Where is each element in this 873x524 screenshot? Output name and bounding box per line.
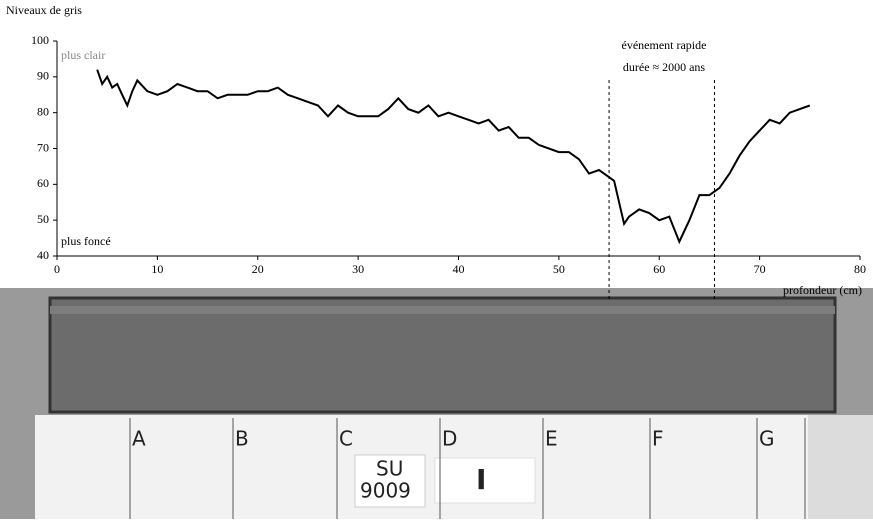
x-tick-label: 10 [151, 262, 163, 276]
tag-text: SU [376, 457, 403, 481]
x-tick-label: 40 [453, 262, 465, 276]
y-tick-label: 70 [37, 140, 49, 154]
x-tick-label: 20 [252, 262, 264, 276]
ruler-letter: E [545, 427, 558, 451]
ruler-letter: G [759, 427, 775, 451]
annotation: plus clair [61, 48, 105, 62]
x-tick-label: 0 [54, 262, 60, 276]
y-tick-label: 60 [37, 176, 49, 190]
y-tick-label: 80 [37, 104, 49, 118]
annotation: durée ≈ 2000 ans [623, 60, 706, 74]
tag-text: 9009 [360, 479, 411, 503]
data-line [97, 70, 810, 242]
ruler-letter: B [235, 427, 249, 451]
ruler-letter: D [442, 427, 457, 451]
y-axis-title: Niveaux de gris [6, 3, 82, 17]
ruler-letter: F [652, 427, 664, 451]
x-tick-label: 50 [553, 262, 565, 276]
mark-text: I [476, 463, 486, 496]
y-tick-label: 100 [31, 33, 49, 47]
ruler-letter: A [132, 427, 146, 451]
annotation: événement rapide [622, 38, 707, 52]
y-tick-label: 90 [37, 69, 49, 83]
ruler-letter: C [339, 427, 353, 451]
core-edge [50, 306, 835, 314]
x-axis-title: profondeur (cm) [783, 283, 862, 297]
x-tick-label: 80 [854, 262, 866, 276]
annotation: plus foncé [61, 234, 111, 248]
core-sample [50, 298, 835, 412]
ruler-end [808, 415, 873, 519]
y-tick-label: 50 [37, 212, 49, 226]
x-tick-label: 30 [352, 262, 364, 276]
x-tick-label: 60 [653, 262, 665, 276]
y-tick-label: 40 [37, 248, 49, 262]
x-tick-label: 70 [754, 262, 766, 276]
chart: Niveaux de gris profondeur (cm) plus cla… [0, 0, 873, 519]
